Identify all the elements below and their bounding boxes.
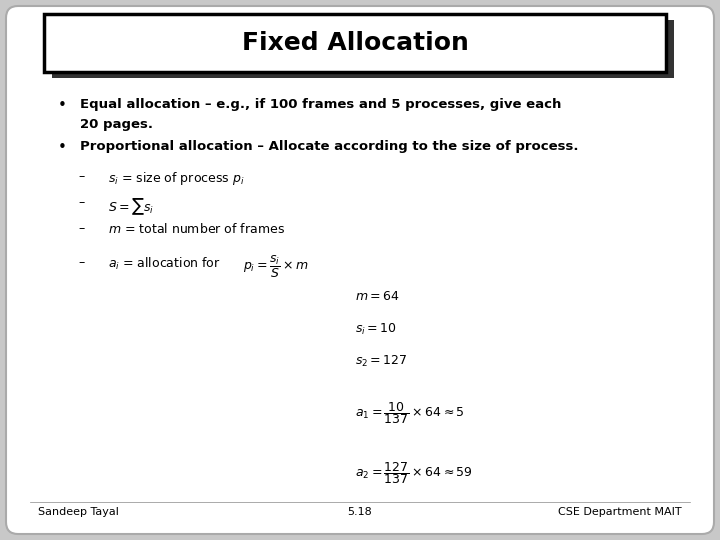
- Text: $m = 64$: $m = 64$: [355, 290, 400, 303]
- Text: $a_2 = \dfrac{127}{137} \times 64 \approx 59$: $a_2 = \dfrac{127}{137} \times 64 \appro…: [355, 460, 472, 486]
- Text: $s_2 = 127$: $s_2 = 127$: [355, 354, 408, 369]
- Text: $s_i$ = size of process $p_i$: $s_i$ = size of process $p_i$: [108, 170, 245, 187]
- Text: Equal allocation – e.g., if 100 frames and 5 processes, give each: Equal allocation – e.g., if 100 frames a…: [80, 98, 562, 111]
- Text: –: –: [78, 170, 84, 183]
- Text: –: –: [78, 256, 84, 269]
- FancyBboxPatch shape: [44, 14, 666, 72]
- Text: 20 pages.: 20 pages.: [80, 118, 153, 131]
- Text: –: –: [78, 222, 84, 235]
- Text: •: •: [58, 140, 67, 155]
- Text: $s_i = 10$: $s_i = 10$: [355, 322, 397, 337]
- Text: •: •: [58, 98, 67, 113]
- Text: –: –: [78, 196, 84, 209]
- Text: $a_i$ = allocation for: $a_i$ = allocation for: [108, 256, 221, 272]
- Text: Fixed Allocation: Fixed Allocation: [242, 31, 469, 55]
- FancyBboxPatch shape: [6, 6, 714, 534]
- Text: $a_1 = \dfrac{10}{137} \times 64 \approx 5$: $a_1 = \dfrac{10}{137} \times 64 \approx…: [355, 400, 465, 426]
- Text: Proportional allocation – Allocate according to the size of process.: Proportional allocation – Allocate accor…: [80, 140, 578, 153]
- Text: $m$ = total number of frames: $m$ = total number of frames: [108, 222, 285, 236]
- Text: CSE Department MAIT: CSE Department MAIT: [559, 507, 682, 517]
- Text: $S = \sum s_i$: $S = \sum s_i$: [108, 196, 154, 217]
- FancyBboxPatch shape: [52, 20, 674, 78]
- Text: Sandeep Tayal: Sandeep Tayal: [38, 507, 119, 517]
- Text: 5.18: 5.18: [348, 507, 372, 517]
- Text: $p_i = \dfrac{s_i}{S} \times m$: $p_i = \dfrac{s_i}{S} \times m$: [243, 254, 309, 280]
